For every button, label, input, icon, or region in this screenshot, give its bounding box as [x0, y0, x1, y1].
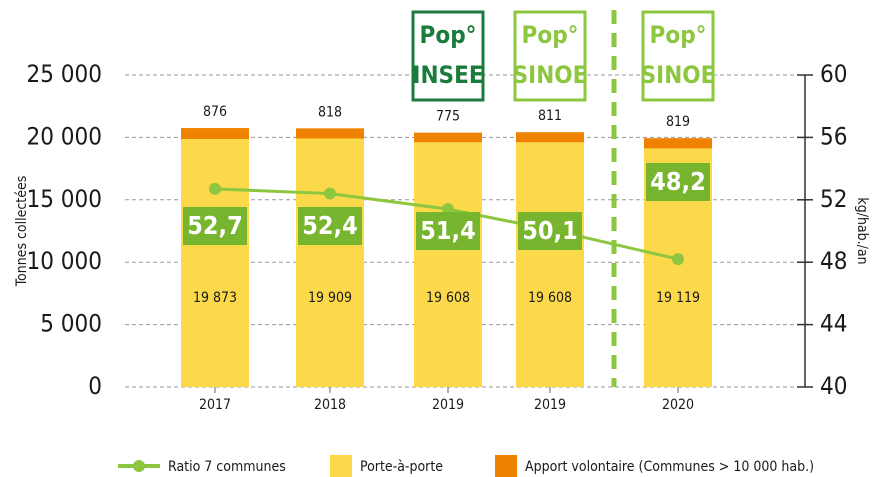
y-tick-label: 0 — [88, 372, 102, 400]
annotation: Pop° — [522, 21, 579, 49]
value-label: 19 119 — [656, 290, 700, 306]
value-label: 52,7 — [187, 211, 243, 240]
y-axis-label: Tonnes collectées — [14, 176, 30, 288]
y-tick-label: 10 000 — [26, 247, 102, 275]
bar-segment — [414, 142, 482, 387]
x-tick-label: 2019 — [432, 397, 464, 413]
value-label: 52,4 — [302, 211, 358, 240]
annotation: Pop° — [420, 21, 477, 49]
y-tick-label: 20 000 — [26, 122, 102, 150]
bar-segment — [644, 138, 712, 149]
value-label-box — [416, 212, 480, 250]
annotation: INSEE — [412, 61, 483, 89]
legend-swatch — [133, 460, 145, 472]
line-point — [209, 182, 221, 195]
value-label: 775 — [436, 109, 460, 125]
bar-segment — [296, 128, 364, 139]
y2-tick-label: 60 — [820, 60, 847, 88]
y-tick-label: 25 000 — [26, 60, 102, 88]
y-tick-label: 15 000 — [26, 185, 102, 213]
x-tick-label: 2017 — [199, 397, 231, 413]
bar-segment — [181, 138, 249, 387]
value-label: 19 909 — [308, 290, 352, 306]
value-label-box — [183, 207, 247, 245]
annotation: Pop° — [650, 21, 707, 49]
value-label: 19 608 — [528, 290, 572, 306]
value-label: 818 — [318, 104, 342, 120]
value-label: 811 — [538, 108, 562, 124]
value-label: 19 608 — [426, 290, 470, 306]
value-label: 50,1 — [522, 216, 578, 245]
legend-swatch — [330, 455, 352, 477]
value-label-box — [646, 163, 710, 201]
bar-segment — [181, 128, 249, 139]
legend-label: Porte-à-porte — [360, 459, 443, 475]
annotation-box — [513, 10, 587, 102]
line-point — [672, 253, 684, 266]
value-label-box — [518, 212, 582, 250]
annotation: SINOE — [641, 61, 716, 89]
x-tick-label: 2019 — [534, 397, 566, 413]
legend-label: Apport volontaire (Communes > 10 000 hab… — [525, 459, 814, 475]
y2-tick-label: 40 — [820, 372, 847, 400]
legend-swatch — [495, 455, 517, 477]
line-point — [324, 187, 336, 200]
y2-tick-label: 44 — [820, 310, 847, 338]
value-label: 819 — [666, 114, 690, 130]
x-tick-label: 2018 — [314, 397, 346, 413]
annotation-box — [411, 10, 485, 102]
annotation-box — [641, 10, 715, 102]
value-label: 19 873 — [193, 290, 237, 306]
y2-axis-label: kg/hab./an — [854, 197, 870, 264]
value-label: 876 — [203, 104, 227, 120]
value-label-box — [298, 207, 362, 245]
bar-segment — [516, 142, 584, 387]
bar-segment — [414, 132, 482, 143]
y2-tick-label: 52 — [820, 185, 847, 213]
value-label: 48,2 — [650, 167, 706, 196]
annotation: SINOE — [513, 61, 588, 89]
x-tick-label: 2020 — [662, 397, 694, 413]
bar-segment — [516, 132, 584, 143]
bar-segment — [296, 138, 364, 387]
y2-tick-label: 56 — [820, 122, 847, 150]
value-label: 51,4 — [420, 216, 476, 245]
y-tick-label: 5 000 — [40, 310, 102, 338]
y2-tick-label: 48 — [820, 247, 847, 275]
legend-label: Ratio 7 communes — [168, 459, 286, 475]
